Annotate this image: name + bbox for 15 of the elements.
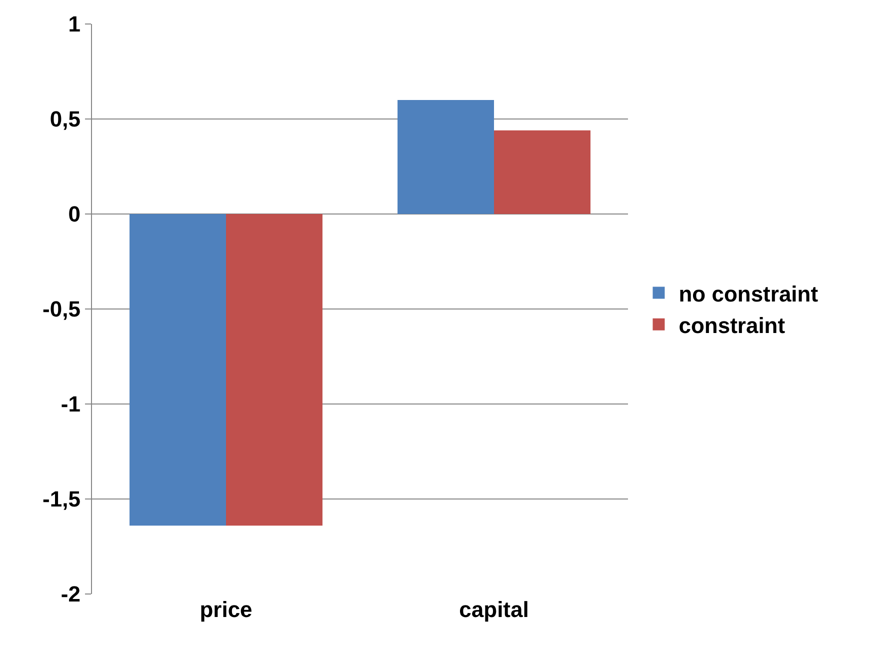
bar [494,130,590,214]
y-tick-label: -0,5 [42,296,80,322]
bar [398,100,494,214]
x-tick-label: price [200,597,252,622]
bar [130,214,226,526]
y-tick-label: 1 [68,12,80,37]
bar [226,214,322,526]
x-tick-label: capital [459,597,529,622]
legend-label: no constraint [678,281,819,306]
legend-label: constraint [678,312,786,338]
y-tick-label: -2 [60,582,80,607]
y-tick-label: -1,5 [42,486,80,512]
y-tick-label: -1 [60,392,80,417]
y-tick-label: 0 [68,202,80,227]
y-tick-label: 0,5 [50,106,80,132]
